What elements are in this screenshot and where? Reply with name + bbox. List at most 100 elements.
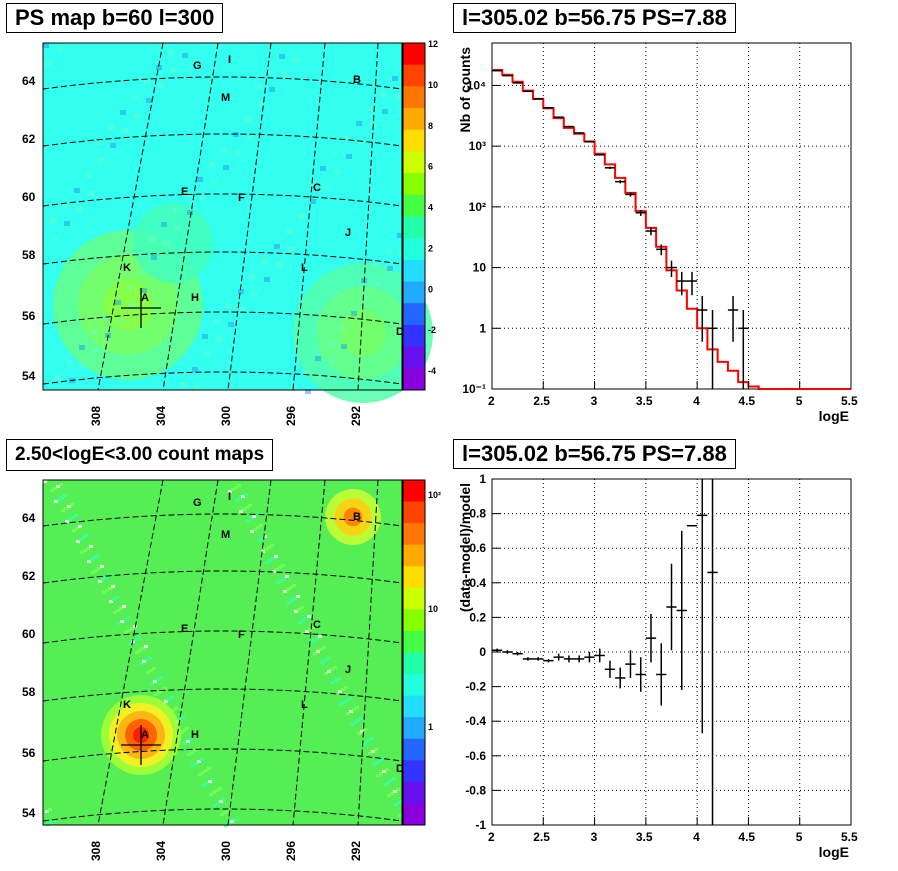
residual-x-tick: 2.5	[533, 830, 550, 844]
cntmap-colorbar-step	[403, 717, 425, 740]
psmap-y-tick: 60	[22, 190, 36, 204]
residual-data-point	[707, 479, 718, 825]
cntmap-colorbar-step	[403, 674, 425, 697]
cntmap-label-f: F	[238, 629, 245, 641]
cntmap-colorbar-tick: 10²	[428, 490, 441, 500]
spectrum-data-point	[574, 132, 585, 134]
cntmap-y-tick: 60	[22, 627, 36, 641]
psmap-label-f: F	[238, 192, 245, 204]
psmap-colorbar-step	[403, 216, 425, 239]
residual-data-point	[563, 655, 575, 663]
psmap-colorbar-tick: 12	[428, 39, 438, 49]
psmap-colorbar-tick: 0	[428, 284, 433, 294]
cntmap-colorbar-step	[403, 695, 425, 718]
psmap-colorbar-step	[403, 129, 425, 152]
residual-x-tick: 5.5	[841, 830, 858, 844]
cntmap-label-e: E	[181, 623, 188, 635]
psmap-colorbar-frame	[402, 42, 426, 391]
cntmap-label-i: I	[228, 491, 231, 503]
cntmap-label-a: A	[141, 729, 149, 741]
spectrum-data-point	[615, 180, 626, 184]
psmap-y-tick: 58	[22, 248, 36, 262]
count-map-background	[43, 480, 402, 825]
cntmap-x-tick: 300	[219, 841, 233, 861]
psmap-label-h: H	[191, 292, 199, 304]
psmap-lat-line	[42, 193, 403, 207]
psmap-colorbar-step	[403, 368, 425, 391]
residual-data-point	[502, 650, 513, 654]
residual-data-point	[615, 667, 626, 689]
cntmap-lon-line	[292, 479, 326, 826]
psmap-label-b: B	[353, 74, 361, 86]
cntmap-lon-line	[162, 479, 219, 826]
psmap-x-tick: 304	[154, 406, 168, 426]
psmap-x-tick: 300	[219, 406, 233, 426]
residual-x-tick: 4.5	[738, 830, 755, 844]
cntmap-label-g: G	[193, 497, 202, 509]
psmap-lat-line	[42, 311, 403, 325]
cntmap-lat-line	[42, 630, 403, 644]
psmap-colorbar-tick: 2	[428, 243, 433, 253]
psmap-colorbar-step	[403, 64, 425, 87]
cntmap-colorbar-step	[403, 738, 425, 761]
count-map-title: 2.50<logE<3.00 count maps	[6, 439, 274, 471]
psmap-colorbar-step	[403, 324, 425, 348]
spectrum-data-point	[594, 154, 605, 156]
residual-y-tick: -1	[475, 818, 486, 832]
spectrum-x-tick: 4	[693, 394, 700, 408]
spectrum-data-point	[522, 90, 534, 93]
spectrum-data-point	[645, 227, 657, 236]
cntmap-y-tick: 64	[22, 511, 36, 525]
ps-map-background	[43, 43, 402, 390]
cntmap-label-c: C	[313, 619, 321, 631]
psmap-colorbar-step	[403, 303, 425, 326]
cntmap-colorbar-step	[403, 652, 425, 675]
cntmap-lat-line	[42, 688, 403, 702]
psmap-label-k: K	[123, 262, 131, 274]
cntmap-colorbar-step	[403, 480, 425, 503]
spectrum-data-point	[492, 69, 503, 72]
residual-x-tick: 4	[693, 830, 700, 844]
residual-data-point	[676, 530, 687, 691]
psmap-colorbar-step	[403, 173, 425, 196]
cntmap-label-j: J	[345, 664, 351, 676]
spectrum-x-tick: 4.5	[738, 394, 755, 408]
psmap-colorbar-tick: 6	[428, 162, 433, 172]
residual-y-tick: -0.4	[465, 714, 486, 728]
cntmap-colorbar-step	[403, 760, 425, 783]
spectrum-data-point	[707, 310, 718, 389]
psmap-colorbar-tick: 4	[428, 203, 433, 213]
psmap-colorbar-tick: 8	[428, 121, 433, 131]
residual-data-point	[584, 652, 595, 663]
psmap-lon-line	[97, 42, 164, 391]
residual-y-tick: -0.2	[465, 680, 486, 694]
cntmap-colorbar-frame	[402, 479, 426, 826]
psmap-label-j: J	[345, 227, 351, 239]
cntmap-x-tick: 292	[349, 841, 363, 861]
residual-data-point	[492, 648, 503, 652]
spectrum-title: l=305.02 b=56.75 PS=7.88	[453, 3, 736, 33]
cntmap-colorbar-step	[403, 630, 425, 653]
psmap-x-tick: 308	[89, 406, 103, 426]
psmap-label-c: C	[313, 182, 321, 194]
spectrum-data-point	[604, 166, 616, 170]
psmap-lat-line	[42, 251, 403, 265]
ps-map-source-blob-d	[293, 263, 433, 403]
cntmap-lat-line	[42, 513, 403, 527]
spectrum-data-point	[584, 141, 595, 143]
residual-plot: 2 2.5 3 3.5 4 4.5 5 5.5 1 0.8 0.6 0.4 0.2 0 -0.2 -0.4 -0…	[457, 472, 858, 860]
cntmap-label-b: B	[353, 511, 361, 523]
spectrum-data-point	[502, 74, 513, 77]
psmap-colorbar-tick: -2	[428, 325, 436, 335]
psmap-colorbar-step	[403, 151, 425, 174]
spectrum-x-tick: 3	[591, 394, 598, 408]
count-map-plot: 308 304 300 296 292 64 62 60 58 56 54 G I B M E F C J K L A H…	[22, 479, 441, 861]
residual-x-tick: 2	[488, 830, 495, 844]
psmap-colorbar-step	[403, 346, 425, 369]
residual-x-label: logE	[819, 844, 849, 860]
residual-data-point	[522, 657, 534, 661]
cntmap-colorbar-step	[403, 523, 425, 546]
residual-data-point	[533, 657, 544, 661]
